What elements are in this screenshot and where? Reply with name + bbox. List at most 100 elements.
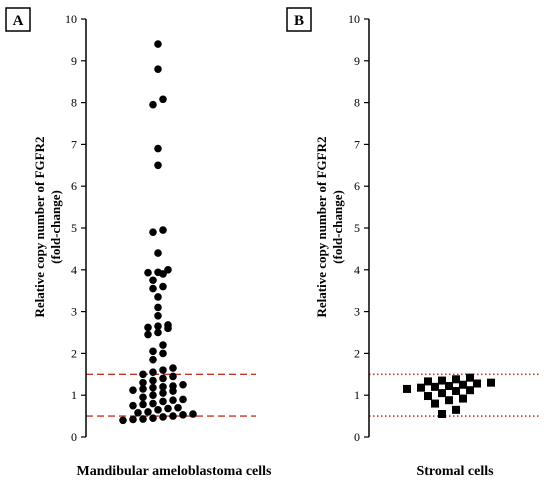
data-point — [119, 416, 127, 425]
data-point — [159, 341, 167, 349]
data-point — [154, 161, 162, 170]
y-axis-title: Relative copy number of FGFR2 (fold-chan… — [32, 136, 63, 317]
data-point — [139, 370, 147, 379]
data-point — [159, 349, 167, 358]
data-point — [139, 415, 147, 423]
data-point — [417, 383, 425, 392]
panel-label: A — [13, 13, 24, 29]
y-tick-label: 8 — [71, 96, 77, 110]
data-point — [459, 380, 467, 389]
y-tick-label: 0 — [354, 430, 360, 444]
data-point — [154, 268, 162, 277]
y-tick-label: 3 — [71, 305, 77, 319]
data-point — [403, 384, 411, 393]
data-points — [119, 40, 197, 425]
data-point — [159, 366, 167, 374]
data-point — [424, 377, 432, 386]
x-axis-label: Mandibular ameloblastoma cells — [77, 464, 273, 479]
data-point — [159, 95, 167, 104]
data-point — [154, 303, 162, 312]
y-tick-label: 3 — [354, 305, 360, 319]
data-point — [154, 328, 162, 337]
y-tick-label: 1 — [354, 388, 360, 402]
y-axis-title-line1: Relative copy number of FGFR2 — [32, 136, 47, 317]
reference-lines — [86, 373, 256, 417]
data-point — [179, 411, 187, 419]
data-point — [159, 413, 167, 421]
y-tick-label: 1 — [71, 388, 77, 402]
data-point — [159, 226, 167, 234]
data-point — [445, 382, 453, 391]
data-point — [154, 144, 162, 153]
y-tick-label: 2 — [354, 346, 360, 360]
data-point — [129, 415, 137, 424]
data-point — [149, 399, 157, 408]
data-point — [149, 391, 157, 400]
data-point — [159, 374, 167, 383]
y-tick-label: 7 — [354, 137, 360, 151]
data-point — [438, 389, 446, 398]
y-axis-title: Relative copy number of FGFR2 (fold-chan… — [314, 136, 345, 317]
panel-a: A Relative copy number of FGFR2 (fold-ch… — [5, 7, 273, 479]
data-point — [159, 397, 167, 406]
data-point — [149, 368, 157, 377]
data-point — [139, 400, 147, 409]
data-point — [149, 276, 157, 285]
y-axis-title-line2: (fold-change) — [48, 190, 63, 264]
data-point — [459, 394, 467, 403]
data-point — [144, 408, 152, 416]
y-tick-label: 6 — [71, 179, 77, 193]
y-axis: 0 1 2 3 4 5 6 7 8 9 10 — [65, 12, 86, 444]
y-axis-title-line2: (fold-change) — [330, 190, 345, 264]
y-tick-label: 4 — [354, 263, 360, 277]
data-points — [403, 373, 495, 419]
data-point — [452, 375, 460, 384]
data-point — [169, 412, 177, 420]
y-tick-label: 9 — [354, 54, 360, 68]
y-tick-label: 4 — [71, 263, 77, 277]
reference-lines — [369, 373, 540, 417]
data-point — [159, 282, 167, 291]
y-tick-label: 10 — [348, 12, 360, 26]
data-point — [189, 410, 197, 418]
y-tick-label: 2 — [71, 346, 77, 360]
data-point — [159, 383, 167, 391]
panel-label-box — [5, 7, 31, 32]
y-tick-label: 10 — [65, 12, 77, 26]
data-point — [149, 228, 157, 236]
data-point — [154, 65, 162, 73]
data-point — [149, 347, 157, 356]
data-point — [431, 399, 439, 408]
data-point — [144, 330, 152, 339]
data-point — [144, 268, 152, 277]
data-point — [154, 406, 162, 414]
data-point — [466, 373, 474, 382]
data-point — [139, 378, 147, 387]
data-point — [154, 322, 162, 331]
y-tick-label: 0 — [71, 430, 77, 444]
data-point — [149, 355, 157, 364]
data-point — [154, 40, 162, 48]
data-point — [431, 382, 439, 391]
data-point — [179, 395, 187, 404]
data-point — [164, 266, 172, 274]
data-point — [452, 387, 460, 396]
data-point — [424, 392, 432, 401]
data-point — [169, 382, 177, 390]
data-point — [179, 380, 187, 389]
panel-label-box — [286, 7, 312, 32]
data-point — [134, 408, 142, 417]
data-point — [154, 249, 162, 257]
y-tick-label: 6 — [354, 179, 360, 193]
data-point — [445, 396, 453, 405]
data-point — [139, 393, 147, 402]
data-point — [174, 403, 182, 412]
data-point — [438, 410, 446, 419]
y-tick-label: 7 — [71, 137, 77, 151]
y-axis: 0 1 2 3 4 5 6 7 8 9 10 — [348, 12, 369, 444]
data-point — [129, 401, 137, 410]
data-point — [164, 321, 172, 329]
y-tick-label: 9 — [71, 54, 77, 68]
data-point — [149, 100, 157, 109]
data-point — [149, 284, 157, 293]
